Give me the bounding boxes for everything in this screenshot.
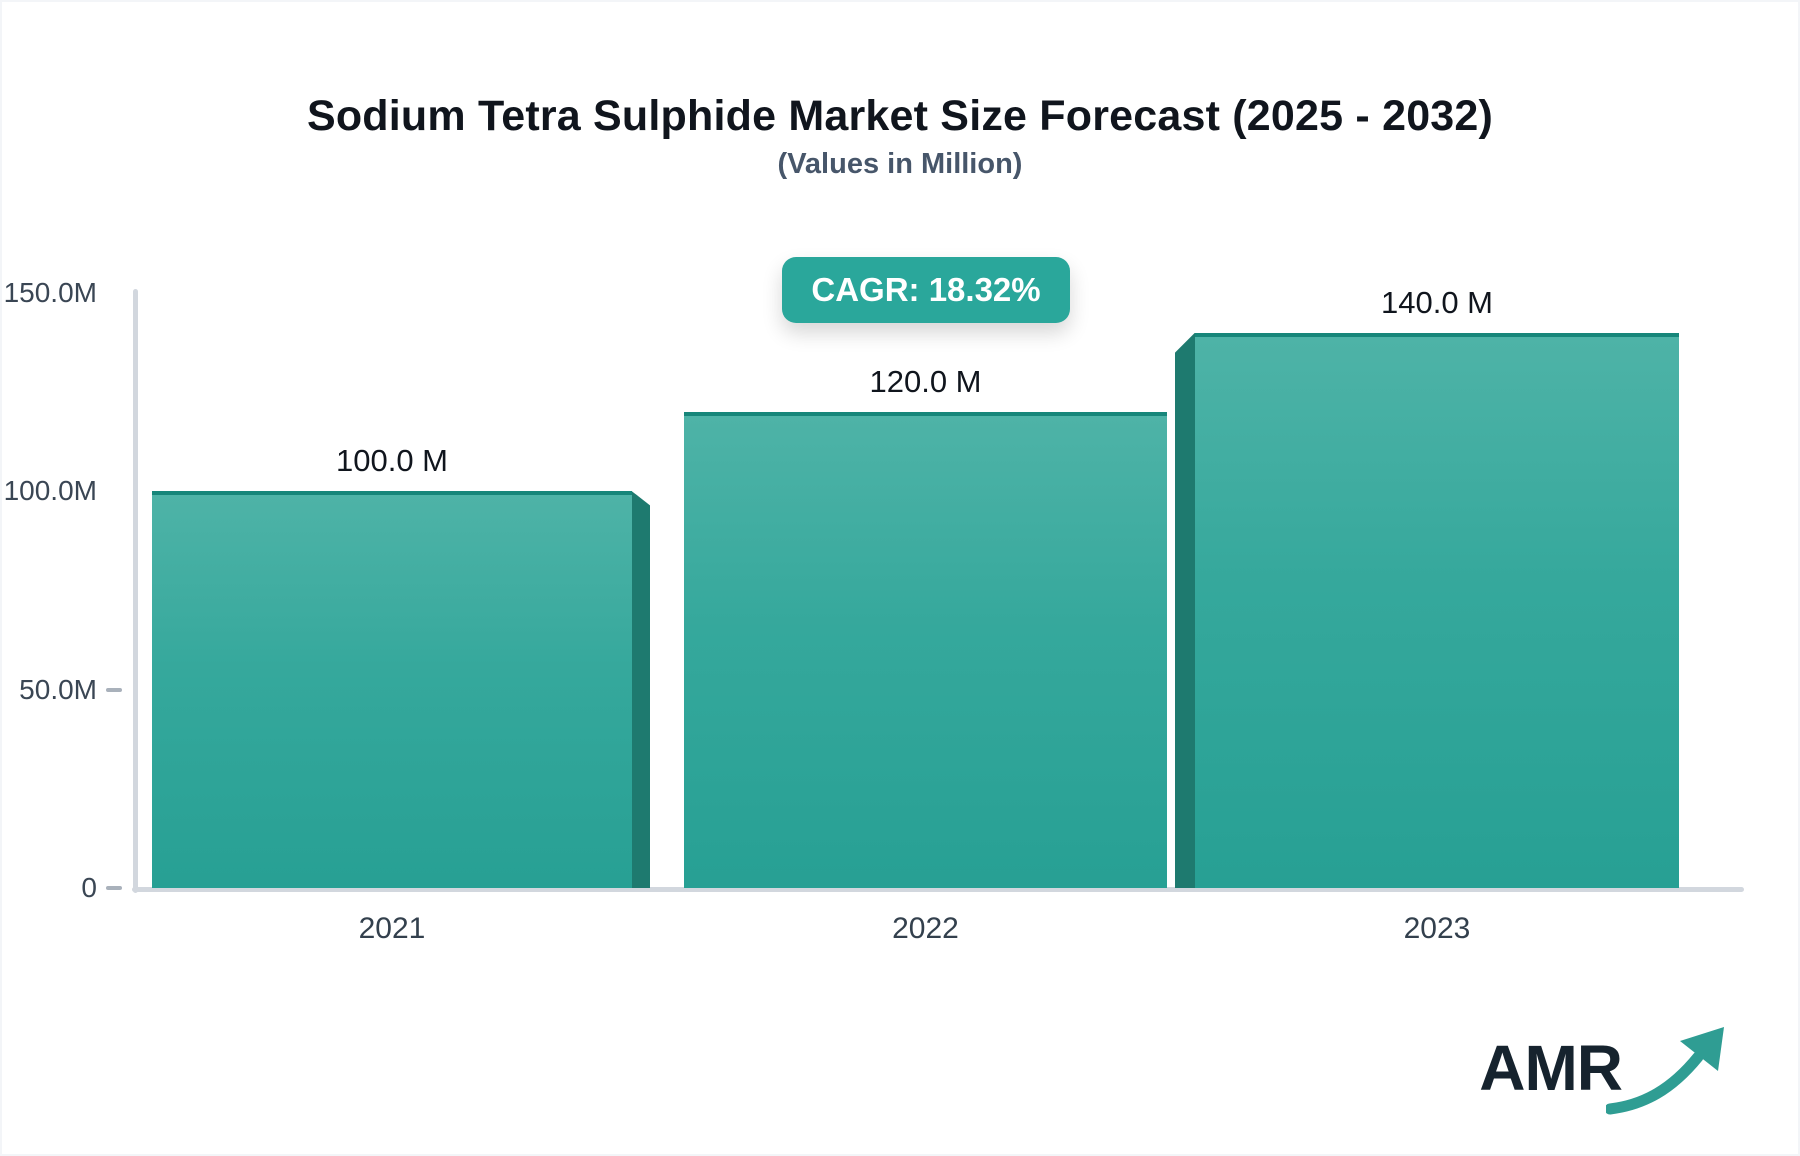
- y-tick-label: 50.0M: [19, 673, 97, 705]
- y-tick-label: 150.0M: [3, 277, 97, 308]
- y-tick-label: 100.0M: [3, 475, 97, 507]
- trend-up-arrow-icon: [1606, 1027, 1724, 1115]
- bar-value-label: 120.0 M: [869, 364, 982, 399]
- x-axis-label-2021: 2021: [358, 912, 426, 945]
- cagr-badge: CAGR: 18.32%: [782, 257, 1070, 323]
- y-tick-mark: [106, 687, 122, 692]
- bar-2021[interactable]: [152, 491, 632, 888]
- bar-2023-side-shadow: [1175, 332, 1195, 888]
- bar-value-label: 100.0 M: [335, 443, 448, 479]
- x-axis-label-2023: 2023: [1403, 912, 1471, 945]
- bar-value-label: 140.0 M: [1380, 284, 1493, 320]
- chart-subtitle: (Values in Million): [777, 148, 1023, 180]
- amr-logo-text: AMR: [1479, 1031, 1623, 1104]
- y-axis-line: [133, 289, 138, 893]
- x-axis-label-2022: 2022: [892, 912, 959, 945]
- x-axis-line: [132, 887, 1744, 892]
- y-tick-label: 0: [81, 872, 97, 903]
- chart-title: Sodium Tetra Sulphide Market Size Foreca…: [306, 92, 1494, 140]
- amr-logo: AMR: [1479, 1027, 1736, 1115]
- bar-2022[interactable]: [684, 412, 1167, 888]
- y-tick-mark: [106, 886, 122, 890]
- bar-2021-side-shadow: [632, 491, 650, 888]
- bar-2023[interactable]: [1195, 332, 1679, 888]
